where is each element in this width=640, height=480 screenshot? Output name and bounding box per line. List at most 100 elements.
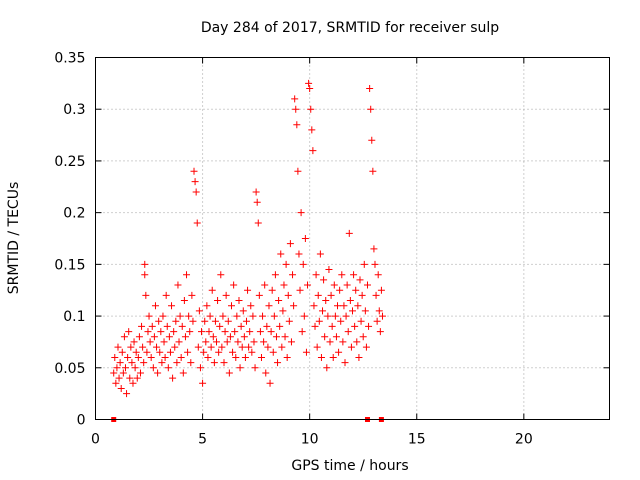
data-point <box>294 167 302 175</box>
data-point <box>218 343 226 351</box>
data-point <box>141 271 149 279</box>
data-point <box>315 317 323 325</box>
data-point <box>285 317 293 325</box>
data-point <box>329 353 337 361</box>
y-tick-label: 0.35 <box>54 51 85 67</box>
data-point <box>304 281 312 289</box>
data-point <box>362 343 370 351</box>
data-point <box>177 353 185 361</box>
data-point <box>217 271 225 279</box>
data-point <box>248 348 256 356</box>
data-point <box>371 260 379 268</box>
data-point <box>232 353 240 361</box>
data-point <box>134 353 142 361</box>
data-point <box>374 271 382 279</box>
x-tick-label: 5 <box>198 432 207 448</box>
data-point <box>360 260 368 268</box>
data-point <box>367 105 375 113</box>
data-point <box>254 219 262 227</box>
data-point <box>260 338 268 346</box>
data-point <box>261 281 269 289</box>
data-point <box>335 348 343 356</box>
data-point <box>366 85 374 93</box>
data-point <box>174 281 182 289</box>
data-point <box>266 379 274 387</box>
data-point <box>321 333 329 341</box>
data-point <box>227 302 235 310</box>
data-point <box>350 271 358 279</box>
data-point <box>180 297 188 305</box>
data-point <box>267 328 275 336</box>
data-point <box>336 286 344 294</box>
data-point <box>249 312 257 320</box>
data-point <box>363 281 371 289</box>
data-point <box>242 317 250 325</box>
data-point <box>328 322 336 330</box>
data-point <box>121 364 129 372</box>
data-point <box>356 276 364 284</box>
data-point <box>252 188 260 196</box>
data-point <box>181 333 189 341</box>
data-point <box>126 374 134 382</box>
data-point <box>271 271 279 279</box>
data-point <box>143 348 151 356</box>
data-point <box>199 379 207 387</box>
data-point <box>219 312 227 320</box>
data-point <box>159 312 167 320</box>
data-point <box>200 348 208 356</box>
data-point <box>238 343 246 351</box>
data-point <box>191 178 199 186</box>
data-point <box>377 286 385 294</box>
data-point <box>368 136 376 144</box>
data-point <box>292 105 300 113</box>
data-point <box>171 343 179 351</box>
data-point <box>201 317 209 325</box>
data-point <box>353 338 361 346</box>
data-point <box>246 328 254 336</box>
data-point <box>264 343 272 351</box>
data-point <box>268 286 276 294</box>
data-point <box>305 79 313 87</box>
data-point <box>195 307 203 315</box>
data-point <box>164 364 172 372</box>
data-point <box>312 271 320 279</box>
data-point <box>194 343 202 351</box>
data-point <box>345 229 353 237</box>
data-point <box>183 271 191 279</box>
data-point <box>215 348 223 356</box>
data-point <box>155 317 163 325</box>
data-point <box>235 297 243 305</box>
x-tick-label: 20 <box>515 432 533 448</box>
data-point <box>239 307 247 315</box>
data-point <box>361 307 369 315</box>
data-point <box>308 126 316 134</box>
data-point <box>124 353 132 361</box>
data-point <box>231 328 239 336</box>
data-point <box>302 348 310 356</box>
data-point <box>158 359 166 367</box>
data-point <box>110 369 118 377</box>
data-point <box>150 333 158 341</box>
data-point <box>274 359 282 367</box>
data-point <box>297 209 305 217</box>
data-point <box>284 291 292 299</box>
data-point <box>170 328 178 336</box>
data-point <box>237 322 245 330</box>
data-point <box>176 312 184 320</box>
data-point <box>369 167 377 175</box>
data-point <box>111 353 119 361</box>
data-point <box>330 281 338 289</box>
data-point <box>144 328 152 336</box>
data-point <box>198 328 206 336</box>
data-points <box>110 79 386 422</box>
data-point <box>208 286 216 294</box>
data-point <box>206 312 214 320</box>
data-point <box>265 302 273 310</box>
data-point <box>141 260 149 268</box>
data-point <box>114 343 122 351</box>
data-point <box>376 328 384 336</box>
data-point <box>255 291 263 299</box>
data-point <box>189 317 197 325</box>
data-point <box>298 328 306 336</box>
data-point <box>300 312 308 320</box>
